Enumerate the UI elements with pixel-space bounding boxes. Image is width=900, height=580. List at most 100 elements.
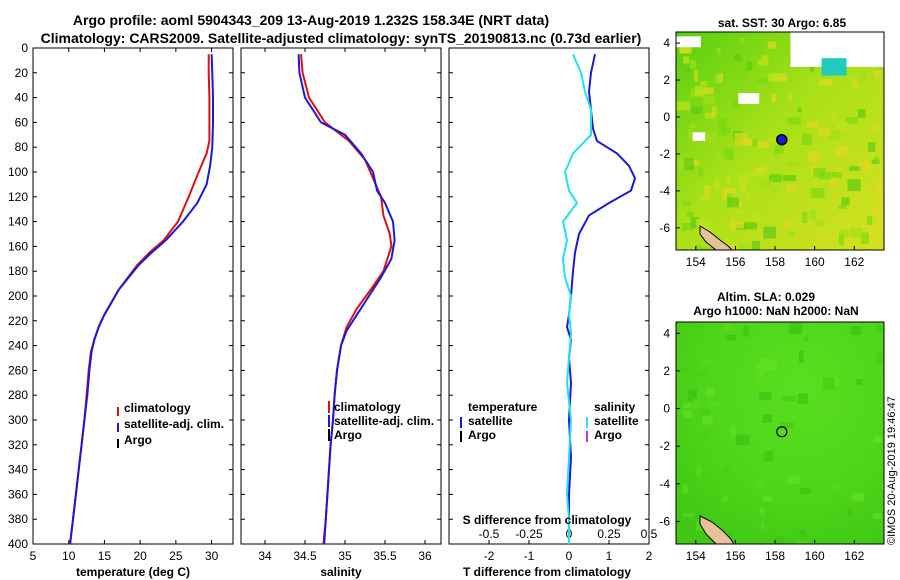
x-tick-label: 25 bbox=[169, 549, 183, 563]
y-tick-label: 180 bbox=[8, 264, 28, 278]
map-texture-cell bbox=[756, 480, 767, 488]
series-line-satellite-adj-clim- bbox=[297, 54, 396, 544]
map-texture-cell bbox=[677, 192, 688, 204]
map-texture-cell bbox=[723, 127, 731, 133]
map-texture-cell bbox=[768, 137, 782, 142]
map-texture-cell bbox=[792, 93, 802, 102]
map-texture-cell bbox=[772, 187, 780, 193]
map-block bbox=[821, 58, 847, 76]
map-texture-cell bbox=[785, 184, 797, 192]
map-texture-cell bbox=[874, 156, 879, 163]
difference-x-ticks: -2 -1 0 1 2 bbox=[484, 540, 653, 563]
map-texture-cell bbox=[840, 229, 849, 238]
map-texture-cell bbox=[866, 215, 873, 225]
difference-lines bbox=[561, 53, 637, 544]
map-texture-cell bbox=[712, 494, 724, 502]
map-texture-cell bbox=[702, 431, 709, 441]
map-texture-cell bbox=[737, 174, 750, 183]
sla-map-subtitle: Argo h1000: NaN h2000: NaN bbox=[693, 304, 858, 318]
map-texture-cell bbox=[701, 360, 714, 366]
salinity-legend: climatology satellite-adj. clim. Argo bbox=[328, 400, 434, 442]
map-texture-cell bbox=[881, 482, 884, 490]
x-tick-label: 30 bbox=[205, 549, 219, 563]
map-texture-cell bbox=[690, 60, 697, 69]
map-texture-cell bbox=[867, 142, 876, 152]
map-texture-cell bbox=[830, 244, 837, 250]
map-y-tick-label: -6 bbox=[659, 514, 670, 528]
map-y-tick-label: 2 bbox=[663, 364, 670, 378]
map-x-tick-label: 162 bbox=[844, 549, 864, 563]
salinity-y-ticks bbox=[241, 47, 441, 545]
map-texture-cell bbox=[797, 107, 802, 113]
map-texture-cell bbox=[774, 145, 784, 155]
map-texture-cell bbox=[803, 336, 809, 343]
map-texture-cell bbox=[722, 323, 733, 332]
map-texture-cell bbox=[813, 168, 826, 178]
map-texture-cell bbox=[847, 149, 852, 160]
map-texture-cell bbox=[734, 133, 748, 145]
map-texture-cell bbox=[765, 401, 778, 412]
x-tick-label: 35 bbox=[338, 549, 352, 563]
sst-map-patches bbox=[676, 32, 884, 250]
sst-map-argo-marker bbox=[776, 133, 788, 146]
map-texture-cell bbox=[845, 117, 858, 124]
map-y-tick-label: -2 bbox=[659, 147, 670, 161]
map-texture-cell bbox=[696, 465, 702, 477]
difference-panel: -2 -1 0 1 2 -0.5 -0.25 0 0.25 0.5 T difference f… bbox=[448, 47, 658, 579]
map-texture-cell bbox=[687, 389, 698, 402]
y-tick-label: 0 bbox=[21, 41, 28, 55]
map-texture-cell bbox=[877, 325, 884, 332]
map-texture-cell bbox=[736, 209, 743, 214]
map-texture-cell bbox=[727, 197, 739, 208]
salinity-panel: 34 34.5 35 35.5 36 salinity climatology sate… bbox=[240, 47, 442, 579]
y-tick-label: 120 bbox=[8, 190, 28, 204]
map-y-tick-label: -2 bbox=[659, 439, 670, 453]
map-texture-cell bbox=[684, 158, 694, 170]
figure-title-line2: Climatology: CARS2009. Satellite-adjuste… bbox=[41, 30, 642, 46]
difference-y-ticks bbox=[449, 47, 649, 545]
map-texture-cell bbox=[847, 179, 861, 191]
sla-map-landmass bbox=[699, 515, 735, 544]
y-tick-label: 100 bbox=[8, 165, 28, 179]
map-texture-cell bbox=[818, 128, 832, 136]
map-texture-cell bbox=[757, 59, 769, 66]
map-texture-cell bbox=[836, 145, 849, 157]
map-block bbox=[676, 36, 701, 48]
map-texture-cell bbox=[744, 138, 753, 146]
map-texture-cell bbox=[795, 541, 809, 544]
map-texture-cell bbox=[743, 324, 749, 337]
map-texture-cell bbox=[755, 167, 768, 173]
map-texture-cell bbox=[756, 129, 769, 137]
difference-axes-frame bbox=[448, 47, 650, 545]
map-texture-cell bbox=[682, 410, 693, 418]
map-texture-cell bbox=[763, 359, 778, 371]
y-tick-label: 160 bbox=[8, 239, 28, 253]
map-texture-cell bbox=[683, 403, 692, 409]
sal-legend-satellite-label: satellite-adj. clim. bbox=[334, 414, 434, 428]
map-texture-cell bbox=[718, 118, 727, 125]
x-tick-label: 15 bbox=[98, 549, 112, 563]
map-texture-cell bbox=[774, 536, 785, 544]
map-texture-cell bbox=[788, 92, 793, 101]
map-texture-cell bbox=[702, 96, 716, 105]
y-tick-label: 400 bbox=[8, 537, 28, 551]
map-texture-cell bbox=[700, 247, 715, 250]
map-texture-cell bbox=[787, 231, 795, 238]
map-texture-cell bbox=[697, 370, 706, 377]
map-texture-cell bbox=[730, 425, 736, 437]
diff-legend-salinity-title: salinity bbox=[594, 400, 636, 414]
map-texture-cell bbox=[759, 507, 765, 518]
map-texture-cell bbox=[769, 174, 782, 183]
map-texture-cell bbox=[704, 87, 714, 95]
map-texture-cell bbox=[676, 101, 690, 111]
map-texture-cell bbox=[859, 160, 870, 172]
map-texture-cell bbox=[751, 169, 765, 176]
series-line-s-satellite bbox=[561, 53, 592, 544]
map-texture-cell bbox=[756, 78, 768, 84]
map-texture-cell bbox=[788, 323, 803, 334]
map-texture-cell bbox=[685, 67, 691, 72]
map-texture-cell bbox=[823, 377, 835, 390]
map-texture-cell bbox=[809, 65, 815, 73]
map-texture-cell bbox=[695, 244, 702, 250]
